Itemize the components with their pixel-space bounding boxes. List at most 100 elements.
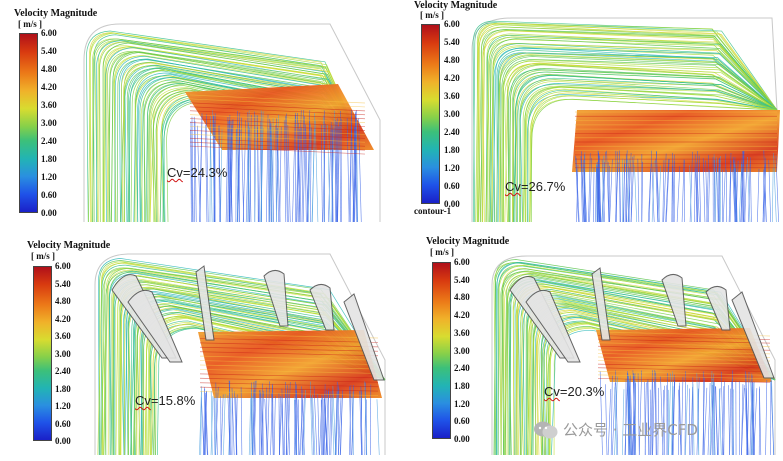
streamline-outlet bbox=[765, 380, 768, 456]
contour-streak bbox=[199, 364, 379, 370]
streamline-outlet bbox=[637, 158, 640, 223]
streamline-outlet bbox=[627, 373, 630, 456]
streamline-outlet bbox=[718, 389, 722, 456]
streamline bbox=[496, 49, 778, 223]
streamline-outlet bbox=[218, 125, 221, 223]
streamline-outlet bbox=[205, 390, 207, 456]
streamline-outlet bbox=[296, 390, 300, 456]
streamline-outlet bbox=[655, 158, 659, 223]
cv-label: Cv=26.7% bbox=[505, 179, 566, 194]
streamline-outlet bbox=[628, 376, 630, 456]
streamline-outlet bbox=[332, 385, 337, 456]
streamline bbox=[472, 20, 778, 223]
streamline-outlet bbox=[665, 159, 669, 223]
colorbar-tick-label: 6.00 bbox=[41, 28, 57, 38]
colorbar-tick-label: 0.00 bbox=[444, 199, 460, 209]
streamline bbox=[107, 50, 361, 223]
streamline-outlet bbox=[647, 381, 650, 456]
colorbar-unit: [ m/s ] bbox=[430, 247, 454, 257]
streamline bbox=[522, 86, 778, 223]
streamline-outlet bbox=[270, 129, 275, 223]
colorbar-tick-label: 5.40 bbox=[444, 37, 460, 47]
wechat-icon bbox=[534, 421, 558, 439]
streamline-outlet bbox=[733, 159, 737, 223]
colorbar-tick-label: 3.60 bbox=[55, 331, 71, 341]
contour-streak bbox=[597, 331, 771, 337]
streamline bbox=[501, 56, 778, 223]
colorbar-tick-label: 1.80 bbox=[55, 383, 71, 394]
streamline-outlet bbox=[327, 388, 330, 456]
contour-streak bbox=[189, 126, 366, 135]
streamline-outlet bbox=[281, 396, 284, 456]
streamline-outlet bbox=[744, 164, 748, 223]
streamline-outlet bbox=[719, 156, 722, 223]
colorbar-tick-label: 1.20 bbox=[41, 172, 57, 182]
contour-streak bbox=[199, 346, 379, 352]
streamline bbox=[485, 34, 778, 223]
streamline-outlet bbox=[692, 384, 695, 456]
colorbar-tick-label: 2.40 bbox=[41, 136, 57, 146]
streamline bbox=[149, 87, 361, 223]
panel-bottom-right: Velocity Magnitude [ m/s ] Cv=20.3% 6.00… bbox=[392, 230, 783, 461]
streamline-outlet bbox=[748, 161, 751, 223]
streamline-outlet bbox=[352, 127, 355, 223]
streamline-outlet bbox=[717, 157, 720, 223]
streamline-outlet bbox=[250, 390, 252, 456]
streamline-outlet bbox=[206, 114, 209, 223]
streamline-outlet bbox=[264, 398, 268, 456]
contour-streak bbox=[597, 374, 771, 380]
streamline-outlet bbox=[364, 381, 368, 456]
streamline-outlet bbox=[685, 384, 688, 456]
streamline-outlet bbox=[235, 397, 238, 456]
streamline-outlet bbox=[732, 169, 736, 223]
streamline-outlet bbox=[267, 381, 270, 456]
guide-vane bbox=[195, 265, 215, 341]
streamline-outlet bbox=[227, 395, 231, 456]
colorbar-tick-label: 5.40 bbox=[55, 278, 71, 289]
streamline-outlet bbox=[722, 153, 727, 223]
streamline-outlet bbox=[279, 126, 282, 223]
streamline bbox=[99, 41, 361, 223]
streamline-outlet bbox=[213, 397, 216, 456]
streamline-outlet bbox=[657, 387, 659, 456]
colorbar-title: Velocity Magnitude bbox=[414, 0, 498, 11]
streamline-outlet bbox=[672, 154, 675, 223]
streamline-outlet bbox=[595, 168, 597, 223]
streamline-outlet bbox=[358, 118, 362, 223]
streamline-outlet bbox=[650, 370, 653, 456]
colorbar-tick-label: 6.00 bbox=[444, 19, 460, 29]
streamline-outlet bbox=[273, 396, 276, 456]
streamline-outlet bbox=[698, 155, 701, 223]
streamline bbox=[98, 258, 386, 456]
streamline-outlet bbox=[634, 165, 637, 223]
streamline-outlet bbox=[672, 379, 675, 456]
contour-streak bbox=[199, 360, 379, 365]
streamline-outlet bbox=[655, 371, 657, 456]
streamline-plot bbox=[83, 23, 381, 223]
contour-streak bbox=[199, 369, 379, 374]
streamline bbox=[517, 77, 778, 223]
streamline-outlet bbox=[220, 129, 223, 223]
streamline bbox=[519, 84, 778, 223]
streamline-outlet bbox=[735, 168, 738, 223]
streamline-outlet bbox=[299, 389, 304, 456]
contour-streak bbox=[199, 373, 379, 379]
velocity-contour-plane bbox=[572, 110, 780, 172]
streamline bbox=[499, 54, 778, 223]
streamline-outlet bbox=[253, 382, 256, 456]
streamline-outlet bbox=[757, 168, 760, 223]
streamline-outlet bbox=[310, 127, 312, 223]
cv-label: Cv=24.3% bbox=[167, 165, 228, 180]
streamline-outlet bbox=[623, 164, 625, 223]
streamline-outlet bbox=[668, 373, 671, 456]
streamline bbox=[501, 61, 778, 223]
streamline-outlet bbox=[709, 371, 713, 456]
streamline bbox=[492, 48, 778, 223]
streamline-outlet bbox=[276, 128, 281, 223]
streamline-outlet bbox=[249, 127, 252, 223]
streamline bbox=[123, 62, 361, 223]
colorbar-tick-label: 4.80 bbox=[41, 64, 57, 74]
streamline-outlet bbox=[672, 374, 676, 456]
streamline-outlet bbox=[298, 110, 302, 223]
colorbar-tick-label: 0.00 bbox=[454, 434, 470, 444]
